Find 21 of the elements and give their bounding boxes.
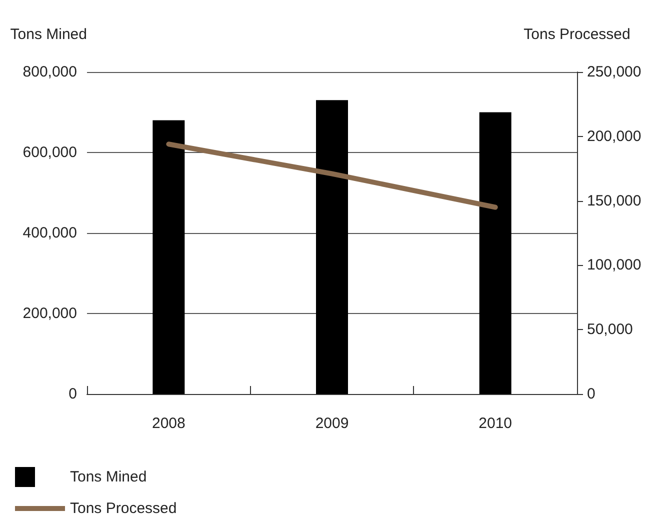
y2-tick-label: 200,000 [587, 128, 642, 145]
y-tick-label: 0 [68, 386, 77, 402]
x-tick-label: 2009 [315, 415, 349, 432]
bar [479, 112, 512, 394]
bar [316, 100, 348, 394]
y-tick-label: 400,000 [22, 224, 77, 242]
bar [152, 120, 185, 394]
y2-tick-label: 150,000 [587, 192, 642, 210]
y2-tick-label: 250,000 [587, 64, 642, 80]
legend-label: Tons Processed [70, 500, 177, 517]
x-tick-label: 2008 [152, 415, 186, 432]
y2-tick-label: 0 [587, 386, 596, 402]
y2-tick-label: 50,000 [587, 321, 633, 338]
y2-axis-title: Tons Processed [524, 26, 630, 43]
y-axis-title: Tons Mined [10, 26, 87, 43]
x-tick-label: 2010 [478, 415, 512, 432]
legend-label: Tons Mined [70, 468, 147, 486]
y-tick-label: 200,000 [22, 305, 77, 322]
y-tick-label: 600,000 [22, 144, 77, 161]
y-tick-label: 800,000 [22, 64, 77, 80]
y2-tick-label: 100,000 [587, 256, 642, 274]
